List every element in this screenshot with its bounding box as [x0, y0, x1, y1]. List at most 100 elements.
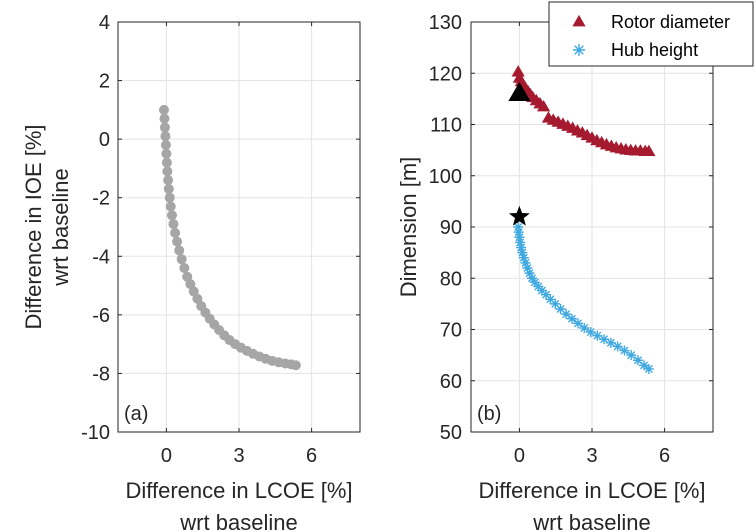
- data-point: [524, 268, 535, 279]
- data-point: [513, 222, 524, 232]
- data-point: [533, 281, 544, 292]
- data-point: [168, 219, 179, 230]
- data-point: [516, 242, 527, 253]
- data-point: [513, 227, 524, 238]
- legend-entry-label: Rotor diameter: [611, 12, 730, 32]
- y-tick-label: 130: [429, 12, 462, 34]
- y-tick-label: 110: [430, 115, 462, 137]
- y-tick-label: 90: [440, 217, 462, 239]
- legend-entry-label: Hub height: [611, 40, 698, 60]
- x-tick-label: 6: [306, 445, 317, 467]
- x-tick-label: 6: [659, 445, 670, 467]
- data-point: [161, 157, 172, 168]
- series-marker-0: [158, 104, 301, 371]
- data-point: [626, 350, 637, 361]
- data-point: [605, 337, 616, 348]
- data-point: [632, 355, 643, 366]
- panel-a: 0 3 6 4 2 0 -2 -4 -6 -8 -10 Difference in LCOE [%] w…: [21, 12, 361, 532]
- y-tick-label: -2: [92, 188, 110, 210]
- data-point: [537, 100, 551, 112]
- data-point: [518, 252, 529, 263]
- y-axis-label: wrt baseline: [48, 168, 73, 286]
- y-axis-label: Dimension [m]: [396, 157, 421, 298]
- data-point: [515, 237, 526, 248]
- data-point: [572, 318, 583, 329]
- x-tick-label: 0: [161, 445, 172, 467]
- x-axis-label: wrt baseline: [179, 510, 297, 532]
- data-point: [159, 113, 170, 124]
- data-point: [172, 236, 183, 247]
- data-point: [555, 304, 566, 314]
- series-rotor-diameter: [511, 65, 656, 156]
- y-tick-label: -8: [92, 363, 110, 385]
- data-point: [508, 81, 531, 101]
- data-point: [290, 360, 301, 371]
- x-axis-label: wrt baseline: [532, 510, 650, 532]
- x-axis-label: Difference in LCOE [%]: [125, 478, 352, 503]
- data-point: [160, 140, 171, 150]
- data-point: [192, 293, 203, 304]
- y-axis-label: Difference in IOE [%]: [21, 124, 46, 329]
- data-point: [642, 144, 656, 156]
- data-point: [566, 313, 577, 324]
- data-point: [526, 273, 537, 284]
- x-tick-label: 3: [233, 445, 244, 467]
- y-tick-label: -6: [92, 305, 110, 327]
- series-marker-3: [508, 205, 530, 226]
- data-point: [522, 263, 533, 273]
- data-point: [541, 289, 552, 300]
- data-point: [164, 192, 175, 203]
- data-point: [536, 285, 547, 296]
- data-point: [165, 201, 176, 212]
- y-tick-label: 70: [440, 320, 462, 342]
- data-point: [517, 247, 528, 258]
- legend-box: [548, 1, 754, 67]
- data-point: [599, 334, 610, 345]
- data-point: [170, 227, 181, 238]
- y-tick-label: 4: [99, 12, 110, 34]
- data-point: [612, 341, 623, 352]
- x-axis-label: Difference in LCOE [%]: [478, 478, 705, 503]
- data-point: [163, 175, 174, 186]
- data-point: [619, 345, 630, 356]
- y-tick-label: 100: [429, 166, 462, 188]
- data-point: [179, 263, 190, 273]
- x-tick-label: 0: [514, 445, 525, 467]
- data-point: [163, 183, 174, 194]
- data-point: [579, 322, 590, 333]
- data-point: [592, 330, 603, 341]
- series-marker-2: [508, 81, 531, 101]
- y-tick-label: -4: [92, 246, 110, 268]
- y-tick-label: 80: [440, 268, 462, 290]
- data-point: [176, 254, 187, 265]
- series-hub-height: [513, 222, 654, 374]
- data-point: [520, 257, 531, 268]
- data-point: [160, 131, 171, 142]
- data-point: [161, 148, 172, 159]
- data-point: [639, 360, 650, 371]
- legend-marker: [572, 14, 586, 27]
- y-tick-label: 60: [440, 371, 462, 393]
- data-point: [162, 166, 173, 177]
- data-point: [174, 245, 185, 256]
- y-tick-label: 120: [429, 63, 462, 85]
- legend: Rotor diameter Hub height: [548, 1, 754, 67]
- data-point: [511, 65, 525, 77]
- data-point: [545, 294, 556, 305]
- data-point: [166, 210, 177, 221]
- panel-label: (b): [477, 403, 501, 425]
- data-point: [158, 104, 169, 115]
- panel-label: (a): [124, 403, 148, 425]
- y-tick-label: 2: [99, 71, 110, 93]
- data-point: [508, 205, 530, 226]
- data-point: [561, 309, 572, 320]
- y-tick-label: -10: [81, 422, 110, 444]
- data-point: [585, 327, 596, 338]
- y-tick-label: 50: [440, 422, 462, 444]
- y-tick-label: 0: [99, 129, 110, 151]
- legend-marker: [573, 44, 585, 56]
- data-point: [529, 277, 540, 288]
- data-point: [159, 122, 170, 133]
- data-point: [643, 363, 654, 374]
